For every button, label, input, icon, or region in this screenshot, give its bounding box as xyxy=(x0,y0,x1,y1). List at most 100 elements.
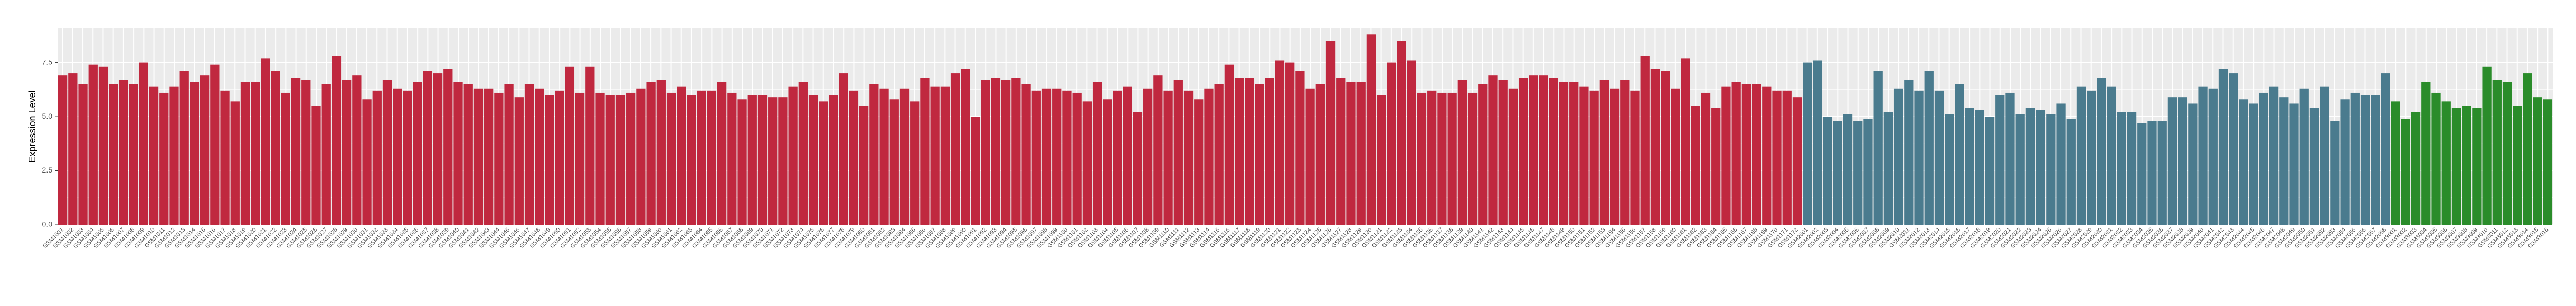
bar xyxy=(615,95,626,225)
bar xyxy=(961,69,970,225)
bar xyxy=(1711,108,1721,225)
bar xyxy=(1671,88,1680,225)
bar xyxy=(2309,108,2319,225)
bar xyxy=(2502,82,2512,225)
bar xyxy=(413,82,422,225)
bar xyxy=(656,80,666,225)
bar xyxy=(1163,90,1173,225)
bar xyxy=(1883,112,1893,225)
bar xyxy=(342,80,352,225)
bar xyxy=(1133,112,1143,225)
bar xyxy=(2441,101,2451,225)
bar xyxy=(2360,95,2370,225)
bar xyxy=(2543,99,2553,225)
bar xyxy=(1417,92,1427,225)
bar xyxy=(524,84,534,225)
bar xyxy=(2472,108,2482,225)
bar xyxy=(321,84,331,225)
bar xyxy=(1620,80,1630,225)
bar xyxy=(1407,60,1416,225)
bar xyxy=(1721,86,1731,225)
bar xyxy=(1062,90,1072,225)
bar xyxy=(514,97,524,225)
bar xyxy=(2167,97,2177,225)
bar xyxy=(78,84,88,225)
bar xyxy=(88,64,98,225)
bar xyxy=(1853,121,1863,225)
bar xyxy=(2107,86,2116,225)
bar xyxy=(1863,119,1873,225)
bar xyxy=(68,73,78,225)
bar xyxy=(727,92,737,225)
bar xyxy=(271,71,280,225)
bar xyxy=(393,88,402,225)
bar xyxy=(200,75,210,225)
bar xyxy=(2401,119,2411,225)
bar xyxy=(2147,121,2157,225)
bar xyxy=(636,88,646,225)
bar xyxy=(433,73,443,225)
bar xyxy=(2462,106,2471,225)
bar xyxy=(1336,78,1346,225)
bar xyxy=(899,88,910,225)
bar xyxy=(2127,112,2137,225)
bar xyxy=(2157,121,2167,225)
bar xyxy=(2391,101,2400,225)
bar xyxy=(1995,95,2005,225)
bar xyxy=(2076,86,2086,225)
bar xyxy=(139,62,148,225)
bar xyxy=(372,90,382,225)
bar xyxy=(2411,112,2421,225)
bar xyxy=(382,80,392,225)
bar xyxy=(159,92,169,225)
bar xyxy=(2421,82,2431,225)
bar xyxy=(1813,60,1822,225)
bar xyxy=(1975,110,1984,225)
bar xyxy=(768,97,778,225)
bar xyxy=(1762,86,1772,225)
bar xyxy=(1255,84,1264,225)
bar xyxy=(535,88,544,225)
bar xyxy=(819,101,828,225)
bar xyxy=(1001,80,1011,225)
bar xyxy=(1437,92,1447,225)
bar xyxy=(1224,64,1234,225)
bar xyxy=(2087,90,2096,225)
bar xyxy=(798,82,808,225)
bar xyxy=(1183,90,1194,225)
bar xyxy=(565,66,575,225)
bar xyxy=(2431,92,2441,225)
bar xyxy=(1488,75,1498,225)
bar xyxy=(2015,114,2025,225)
bar xyxy=(1498,80,1508,225)
bar xyxy=(697,90,706,225)
bar xyxy=(2340,99,2350,225)
bar xyxy=(1387,62,1396,225)
bar xyxy=(2269,86,2279,225)
bar xyxy=(555,90,564,225)
bar xyxy=(473,88,484,225)
bar xyxy=(2513,106,2522,225)
bar xyxy=(352,75,362,225)
bar xyxy=(889,99,899,225)
bar xyxy=(2350,92,2360,225)
bar xyxy=(1315,84,1325,225)
bar xyxy=(920,78,930,225)
bar xyxy=(2097,78,2106,225)
bar xyxy=(1295,71,1305,225)
bar xyxy=(2451,108,2461,225)
bar xyxy=(1467,92,1478,225)
bar xyxy=(443,69,453,225)
bar xyxy=(1965,108,1974,225)
bar xyxy=(585,66,595,225)
bar xyxy=(149,86,159,225)
bar xyxy=(1011,78,1021,225)
bar xyxy=(1792,97,1802,225)
bar xyxy=(1153,75,1163,225)
bar xyxy=(240,82,250,225)
bar xyxy=(230,101,240,225)
bar xyxy=(869,84,879,225)
bar xyxy=(1741,84,1751,225)
bar xyxy=(179,71,189,225)
bar xyxy=(808,95,818,225)
